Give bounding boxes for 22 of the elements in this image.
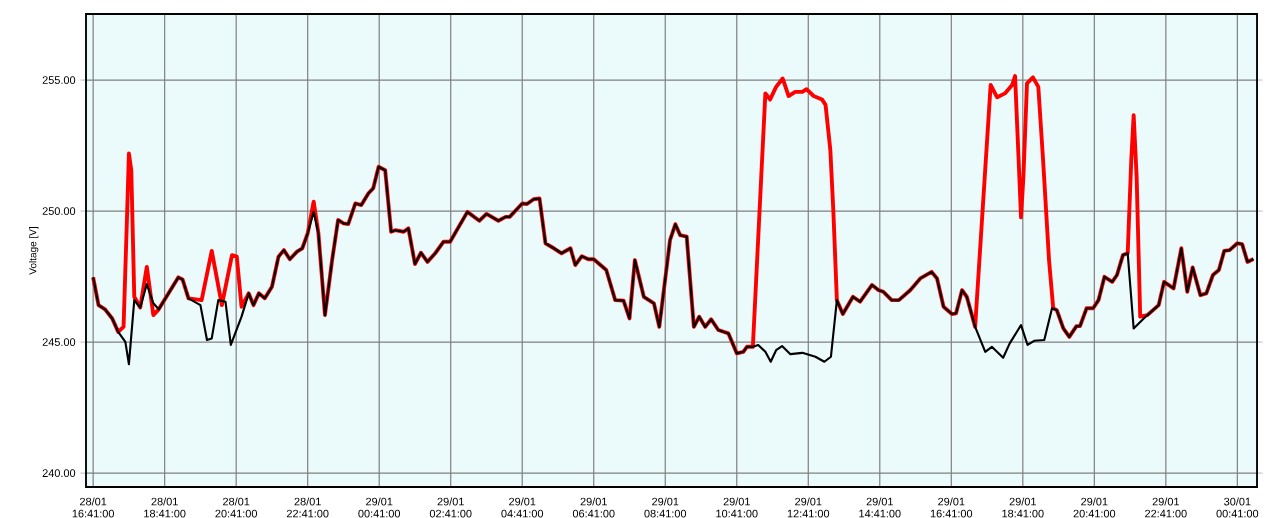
x-tick-label: 29/01 02:41:00 [429, 497, 472, 518]
x-tick-label: 29/01 08:41:00 [644, 497, 687, 518]
x-tick-label: 29/01 20:41:00 [1073, 497, 1116, 518]
x-tick-label: 28/01 20:41:00 [215, 497, 258, 518]
x-tick-label: 29/01 12:41:00 [787, 497, 830, 518]
x-tick-label: 29/01 00:41:00 [358, 497, 401, 518]
y-tick-label: 255.00 [42, 76, 76, 84]
x-tick-label: 29/01 10:41:00 [716, 497, 758, 518]
x-tick-label: 29/01 14:41:00 [859, 497, 901, 518]
y-tick-label: 245.00 [42, 338, 76, 346]
x-tick-label: 28/01 22:41:00 [286, 497, 329, 518]
y-tick-label: 240.00 [42, 469, 76, 477]
y-axis-title: Voltage [V] [29, 227, 39, 275]
x-tick-label: 29/01 22:41:00 [1145, 497, 1187, 518]
x-tick-label: 30/01 00:41:00 [1216, 497, 1259, 518]
x-tick-label: 29/01 06:41:00 [572, 497, 615, 518]
x-tick-label: 28/01 16:41:00 [72, 497, 114, 518]
y-tick-label: 250.00 [42, 207, 76, 215]
x-tick-label: 29/01 04:41:00 [501, 497, 544, 518]
x-tick-label: 29/01 16:41:00 [930, 497, 973, 518]
x-tick-label: 28/01 18:41:00 [144, 497, 186, 518]
x-tick-label: 29/01 18:41:00 [1002, 497, 1044, 518]
